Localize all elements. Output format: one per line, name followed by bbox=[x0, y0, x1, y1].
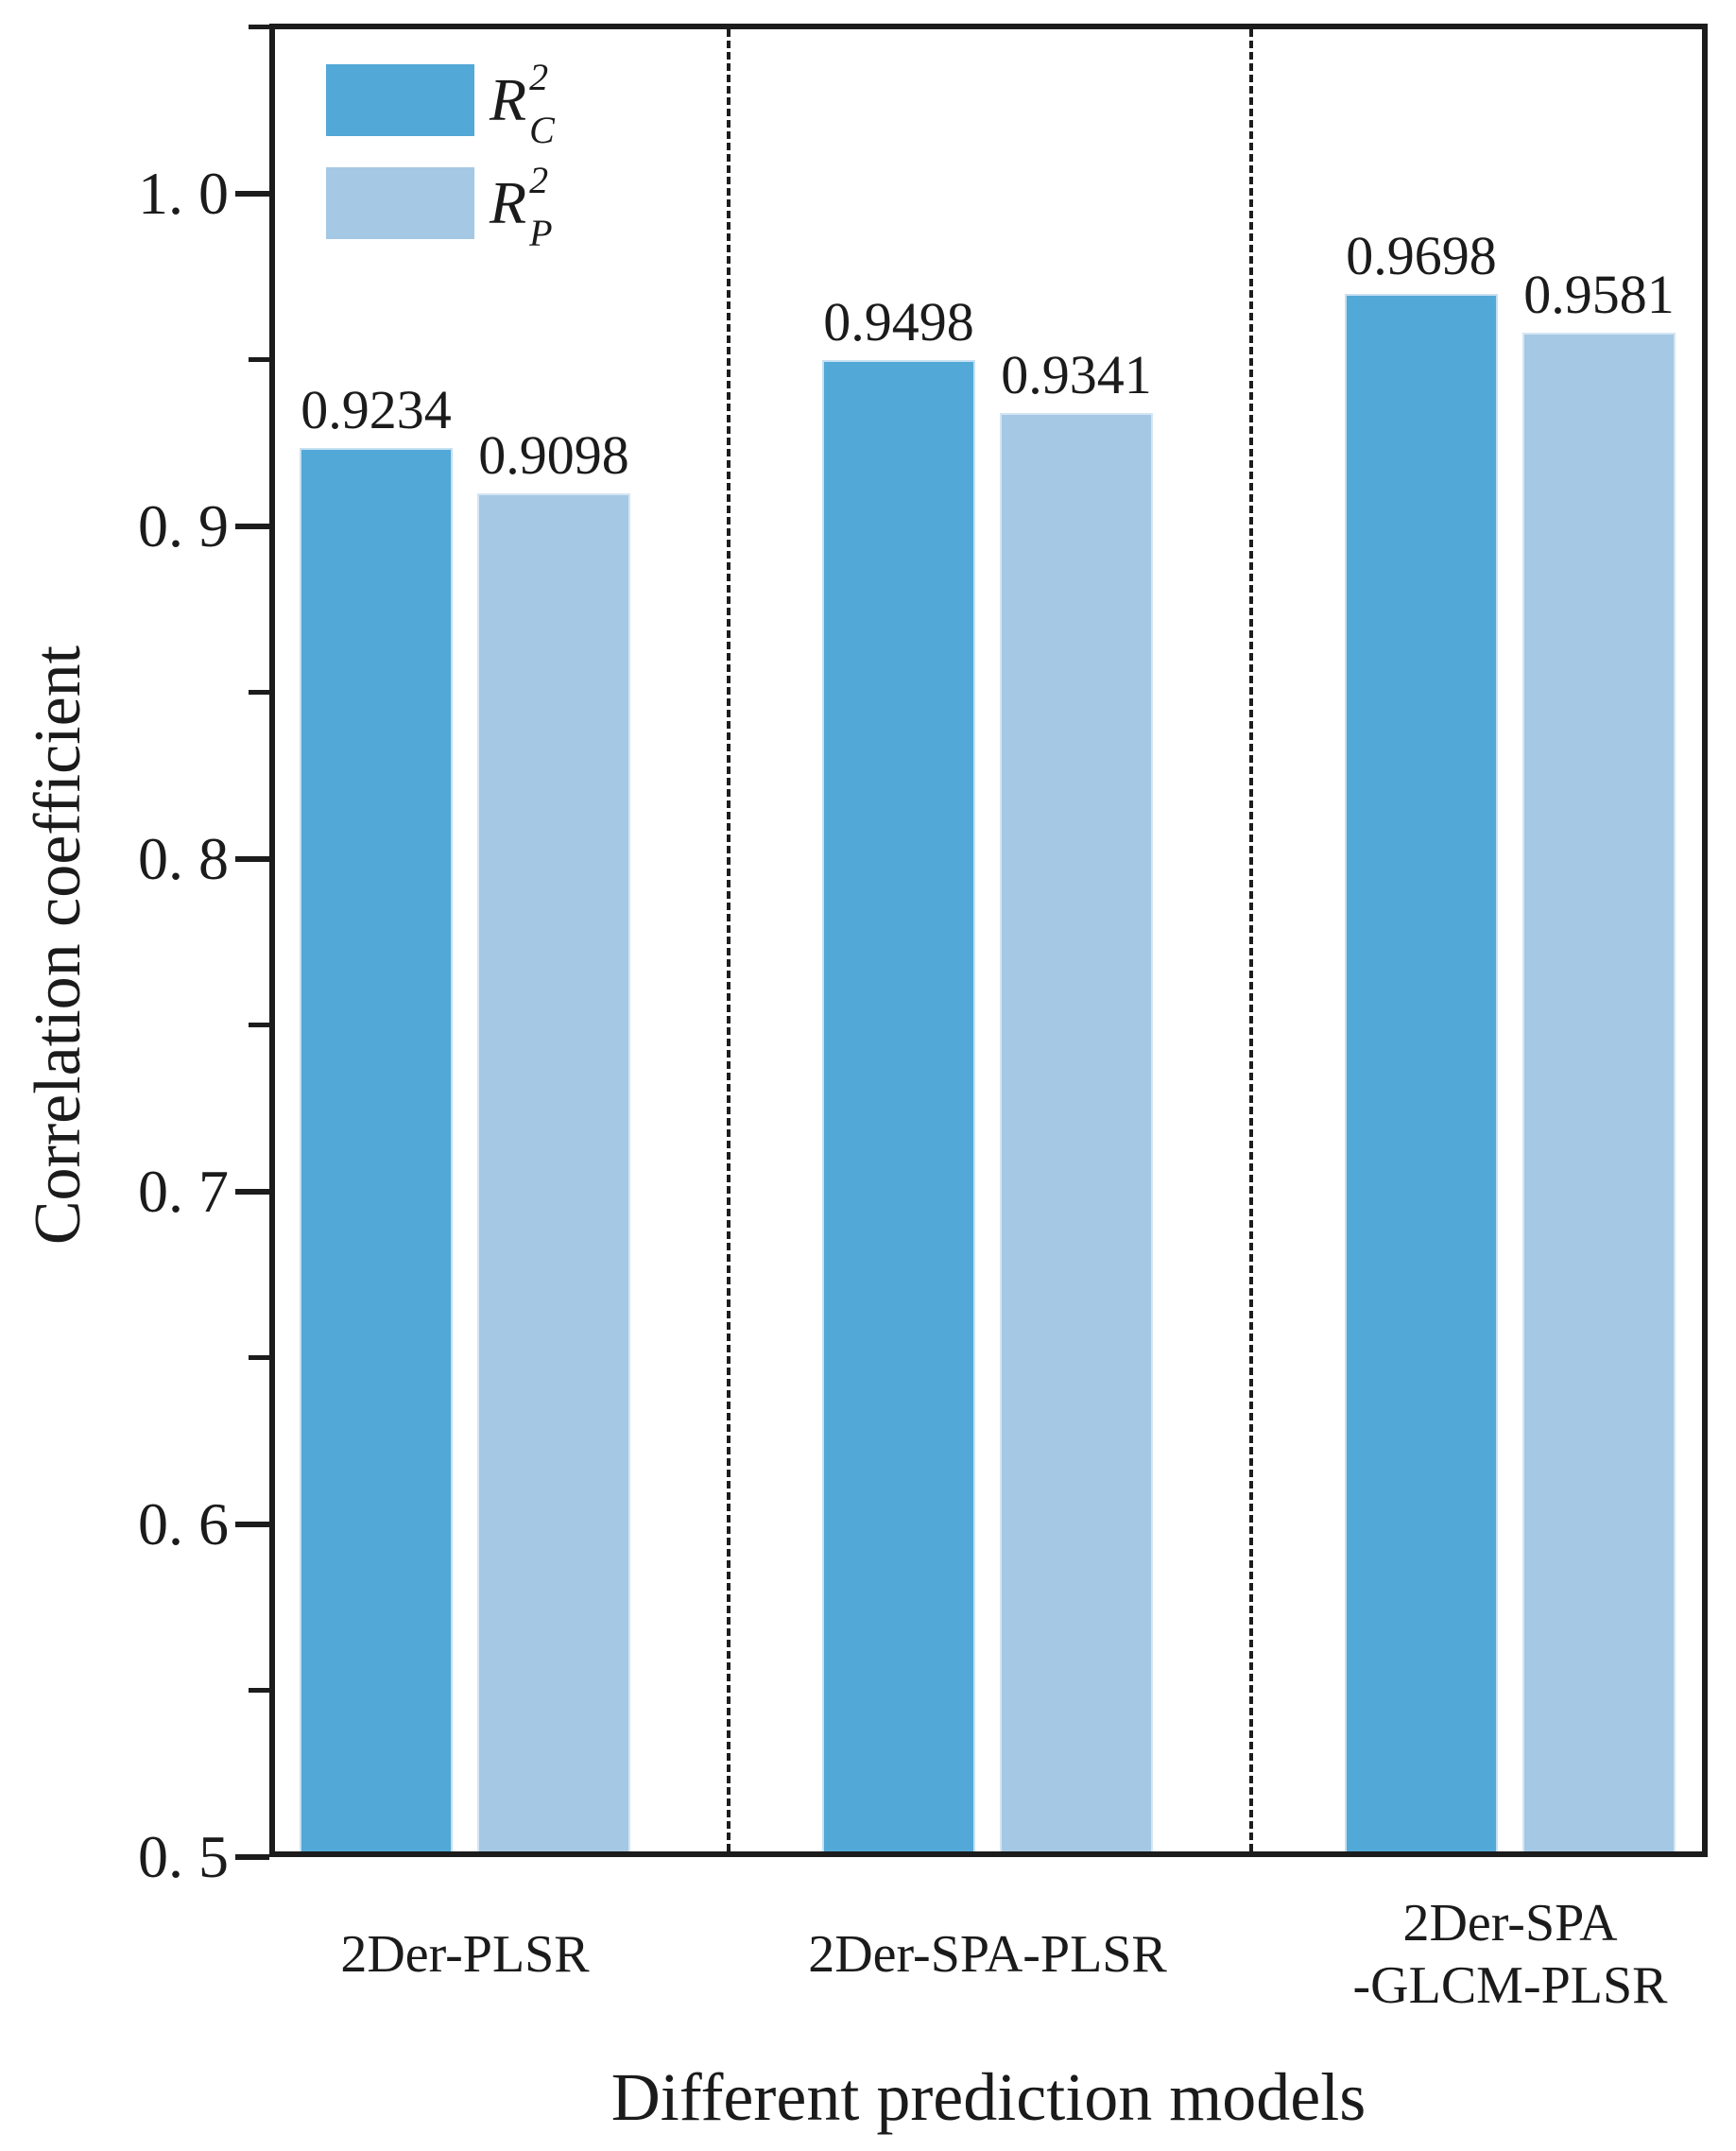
bar-R2_P-2Der-SPA-GLCM-PLSR bbox=[1522, 333, 1676, 1857]
y-minor-tick bbox=[249, 1023, 269, 1028]
bar-value-label: 0.9698 bbox=[1346, 224, 1497, 286]
y-major-tick bbox=[235, 190, 269, 197]
y-tick-label: 0. 5 bbox=[138, 1823, 229, 1890]
y-tick-label: 0. 6 bbox=[138, 1489, 229, 1557]
legend-symbol-base: R bbox=[490, 66, 527, 133]
group-separator bbox=[1248, 29, 1253, 1851]
bar-value-label: 0.9498 bbox=[823, 291, 974, 353]
bar-R2_P-2Der-SPA-PLSR bbox=[1000, 412, 1153, 1857]
legend-symbol-sup: 2 bbox=[529, 159, 549, 201]
y-tick-label: 1. 0 bbox=[138, 159, 229, 227]
y-major-tick bbox=[235, 1854, 269, 1860]
y-tick-label: 0. 8 bbox=[138, 824, 229, 892]
y-minor-tick bbox=[249, 357, 269, 363]
bar-R2_C-2Der-SPA-PLSR bbox=[822, 360, 975, 1857]
group-separator bbox=[726, 29, 730, 1851]
y-minor-tick bbox=[249, 25, 269, 30]
legend-symbol-sup: 2 bbox=[529, 56, 549, 98]
bar-value-label: 0.9581 bbox=[1523, 264, 1675, 326]
x-category-label: 2Der-PLSR bbox=[340, 1924, 590, 1984]
y-major-tick bbox=[235, 855, 269, 862]
bar-R2_C-2Der-SPA-GLCM-PLSR bbox=[1345, 293, 1498, 1857]
legend-swatch-R2_P bbox=[326, 167, 474, 239]
y-minor-tick bbox=[249, 690, 269, 696]
x-category-label: 2Der-SPA-PLSR bbox=[808, 1924, 1167, 1984]
x-category-label: 2Der-SPA -GLCM-PLSR bbox=[1352, 1893, 1668, 2015]
bar-value-label: 0.9098 bbox=[478, 424, 629, 487]
y-major-tick bbox=[235, 1521, 269, 1527]
y-minor-tick bbox=[249, 1355, 269, 1361]
legend-symbol-base: R bbox=[490, 169, 527, 236]
bar-R2_C-2Der-PLSR bbox=[300, 448, 453, 1857]
y-major-tick bbox=[235, 523, 269, 529]
y-minor-tick bbox=[249, 1688, 269, 1694]
bar-value-label: 0.9341 bbox=[1001, 343, 1152, 405]
legend-swatch-R2_C bbox=[326, 64, 474, 136]
y-tick-label: 0. 7 bbox=[138, 1157, 229, 1225]
bar-R2_P-2Der-PLSR bbox=[477, 493, 630, 1857]
legend-symbol-sub: C bbox=[529, 109, 555, 151]
y-major-tick bbox=[235, 1188, 269, 1195]
bar-value-label: 0.9234 bbox=[301, 379, 452, 441]
x-axis-title: Different prediction models bbox=[610, 2059, 1366, 2135]
legend-symbol-sub: P bbox=[529, 212, 553, 254]
y-tick-label: 0. 9 bbox=[138, 491, 229, 559]
